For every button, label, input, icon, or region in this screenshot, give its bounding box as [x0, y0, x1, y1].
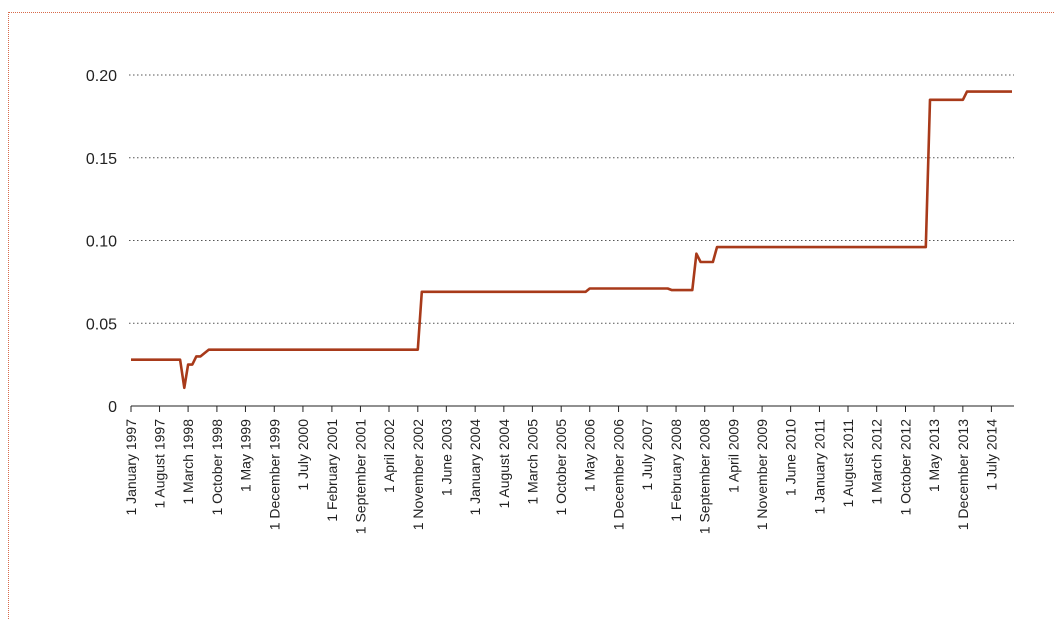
x-tick-label: 1 July 2000	[295, 419, 311, 491]
gridlines	[129, 74, 1014, 324]
y-tick-label: 0.10	[86, 234, 117, 251]
x-tick-label: 1 September 2001	[352, 419, 368, 534]
x-tick-label: 1 May 2013	[926, 419, 942, 492]
x-tick-label: 1 October 1998	[209, 419, 225, 516]
x-tick-label: 1 January 2004	[467, 419, 483, 516]
x-tick-label: 1 December 2006	[611, 419, 627, 531]
x-tick-label: 1 July 2007	[639, 419, 655, 491]
y-tick-label: 0.20	[86, 68, 117, 85]
x-tick-label: 1 April 2009	[725, 419, 741, 493]
x-tick-label: 1 February 2001	[324, 419, 340, 522]
x-tick-label: 1 June 2010	[783, 419, 799, 496]
x-tick-label: 1 March 1998	[180, 419, 196, 505]
x-tick-label: 1 December 2013	[955, 419, 971, 531]
x-tick-label: 1 October 2005	[553, 419, 569, 516]
x-tick-label: 1 October 2012	[897, 419, 913, 516]
x-tick-label: 1 March 2005	[524, 419, 540, 505]
x-tick-label: 1 November 2009	[754, 419, 770, 531]
x-tick-label: 1 June 2003	[438, 419, 454, 496]
x-tick-label: 1 July 2014	[983, 419, 999, 491]
series-lines	[131, 90, 1012, 390]
y-tick-label: 0.05	[86, 316, 117, 333]
x-tick-label: 1 May 1999	[237, 419, 253, 492]
y-axis-ticks: 0 0.05 0.10 0.15 0.20	[86, 68, 117, 416]
x-tick-label: 1 April 2002	[381, 419, 397, 493]
y-tick-label: 0	[108, 399, 117, 416]
chart-frame: 0 0.05 0.10 0.15 0.20 1 January 1997 1 August…	[8, 12, 1054, 619]
line-chart: 0 0.05 0.10 0.15 0.20 1 January 1997 1 August…	[86, 68, 1014, 534]
x-tick-label: 1 May 2006	[582, 419, 598, 492]
x-tick-label: 1 February 2008	[668, 419, 684, 522]
y-tick-label: 0.15	[86, 151, 117, 168]
x-tick-label: 1 November 2002	[410, 419, 426, 531]
x-tick-label: 1 January 2011	[811, 419, 827, 515]
x-tick-label: 1 August 2011	[840, 419, 856, 508]
x-tick-label: 1 August 2004	[496, 419, 512, 509]
x-tick-label: 1 August 1997	[152, 419, 168, 509]
x-tick-label: 1 March 2012	[869, 419, 885, 505]
x-tick-label: 1 January 1997	[123, 419, 139, 516]
x-tick-label: 1 September 2008	[697, 419, 713, 534]
x-axis-ticks: 1 January 1997 1 August 1997 1 March 1998 1…	[123, 406, 999, 534]
series-line	[131, 90, 1012, 390]
x-tick-label: 1 December 1999	[266, 419, 282, 531]
